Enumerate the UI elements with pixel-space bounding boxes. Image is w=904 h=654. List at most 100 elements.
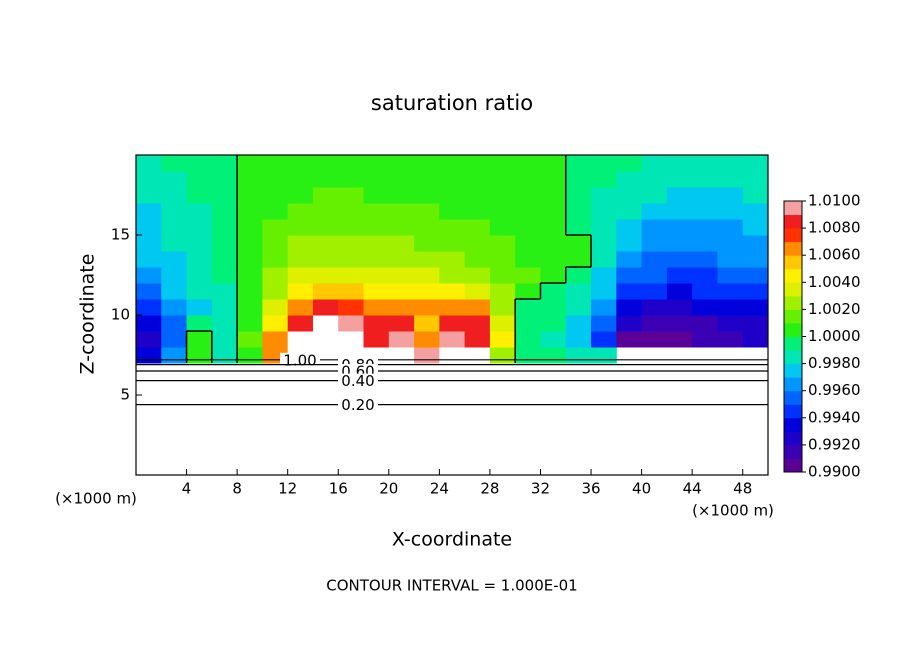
field-cell <box>186 282 213 300</box>
field-cell <box>464 314 491 332</box>
colorbar-tick-label: 1.0080 <box>808 219 861 237</box>
field-cell <box>565 186 592 204</box>
field-cell <box>262 154 289 172</box>
field-cell <box>312 234 339 252</box>
field-cell <box>464 170 491 188</box>
field-cell <box>666 234 693 252</box>
field-cell <box>414 282 440 300</box>
field-cell <box>312 202 339 220</box>
field-cell <box>363 314 390 332</box>
iso-label-bg <box>280 352 320 367</box>
field-cell <box>515 282 541 300</box>
field-cell <box>616 282 643 300</box>
colorbar-tick-label: 1.0040 <box>808 273 861 291</box>
field-cell <box>666 314 693 332</box>
field-cell <box>616 170 643 188</box>
field-cell <box>414 346 440 364</box>
field-cell <box>565 154 592 172</box>
field-cell <box>287 170 314 188</box>
field-cell <box>591 330 617 348</box>
field-cell <box>565 170 592 188</box>
field-cell <box>338 202 365 220</box>
iso-label: 1.00 <box>283 351 316 369</box>
colorbar-band <box>784 268 802 283</box>
colorbar-band <box>784 214 802 229</box>
field-cell <box>262 170 289 188</box>
field-cell <box>641 314 668 332</box>
field-cell <box>211 282 238 300</box>
field-cell <box>616 314 643 332</box>
field-cell <box>464 250 491 268</box>
field-cell <box>489 250 516 268</box>
field-cell <box>692 202 718 220</box>
field-cell <box>161 282 188 300</box>
field-cell <box>211 330 238 348</box>
colorbar-band <box>784 282 802 297</box>
field-cell <box>742 250 769 268</box>
field-cell <box>363 330 390 348</box>
field-cell <box>515 250 541 268</box>
field-cell <box>161 314 188 332</box>
field-cell <box>312 186 339 204</box>
field-cell <box>388 266 415 284</box>
field-cell <box>717 298 744 316</box>
field-cell <box>363 170 390 188</box>
field-cell <box>515 330 541 348</box>
field-cell <box>692 250 718 268</box>
field-cell <box>540 234 567 252</box>
field-cell <box>540 298 567 316</box>
field-cell <box>136 346 162 364</box>
field-cell <box>388 186 415 204</box>
field-cell <box>616 234 643 252</box>
iso-label: 0.20 <box>341 396 374 414</box>
iso-label: 0.40 <box>341 372 374 390</box>
field-cell <box>565 250 592 268</box>
field-cell <box>540 330 567 348</box>
colorbar-tick-label: 1.0100 <box>808 192 861 210</box>
field-cell <box>363 250 390 268</box>
x-tick-label: 12 <box>278 480 297 498</box>
field-cell <box>414 218 440 236</box>
field-cell <box>287 314 314 332</box>
colorbar-tick-label: 0.9960 <box>808 381 861 399</box>
colorbar-band <box>784 417 802 432</box>
field-cell <box>666 330 693 348</box>
field-cell <box>464 330 491 348</box>
field-cell <box>565 330 592 348</box>
x-tick-label: 24 <box>430 480 449 498</box>
field-cell <box>641 266 668 284</box>
field-cell <box>616 186 643 204</box>
field-cell <box>565 202 592 220</box>
field-cell <box>439 170 466 188</box>
field-cell <box>439 330 466 348</box>
field-cell <box>186 330 213 348</box>
field-cell <box>237 234 263 252</box>
field-cell <box>692 266 718 284</box>
field-cell <box>742 314 769 332</box>
colorbar-band <box>784 350 802 365</box>
field-cell <box>237 314 263 332</box>
colorbar-band <box>784 322 802 337</box>
field-cell <box>489 154 516 172</box>
field-cell <box>186 298 213 316</box>
y-tick-label: 5 <box>120 386 130 404</box>
field-cell <box>489 298 516 316</box>
field-cell <box>414 330 440 348</box>
field-cell <box>742 202 769 220</box>
field-cell <box>616 202 643 220</box>
field-cell <box>262 202 289 220</box>
field-cell <box>312 170 339 188</box>
field-cell <box>439 154 466 172</box>
field-cell <box>237 186 263 204</box>
field-cell <box>742 154 769 172</box>
field-cell <box>388 330 415 348</box>
colorbar-band <box>784 444 802 459</box>
field-cell <box>287 202 314 220</box>
field-cell <box>338 186 365 204</box>
field-cell <box>666 298 693 316</box>
field-cell <box>161 218 188 236</box>
field-cell <box>515 346 541 364</box>
field-cell <box>515 266 541 284</box>
x-tick-label: 48 <box>733 480 752 498</box>
field-cell <box>414 170 440 188</box>
